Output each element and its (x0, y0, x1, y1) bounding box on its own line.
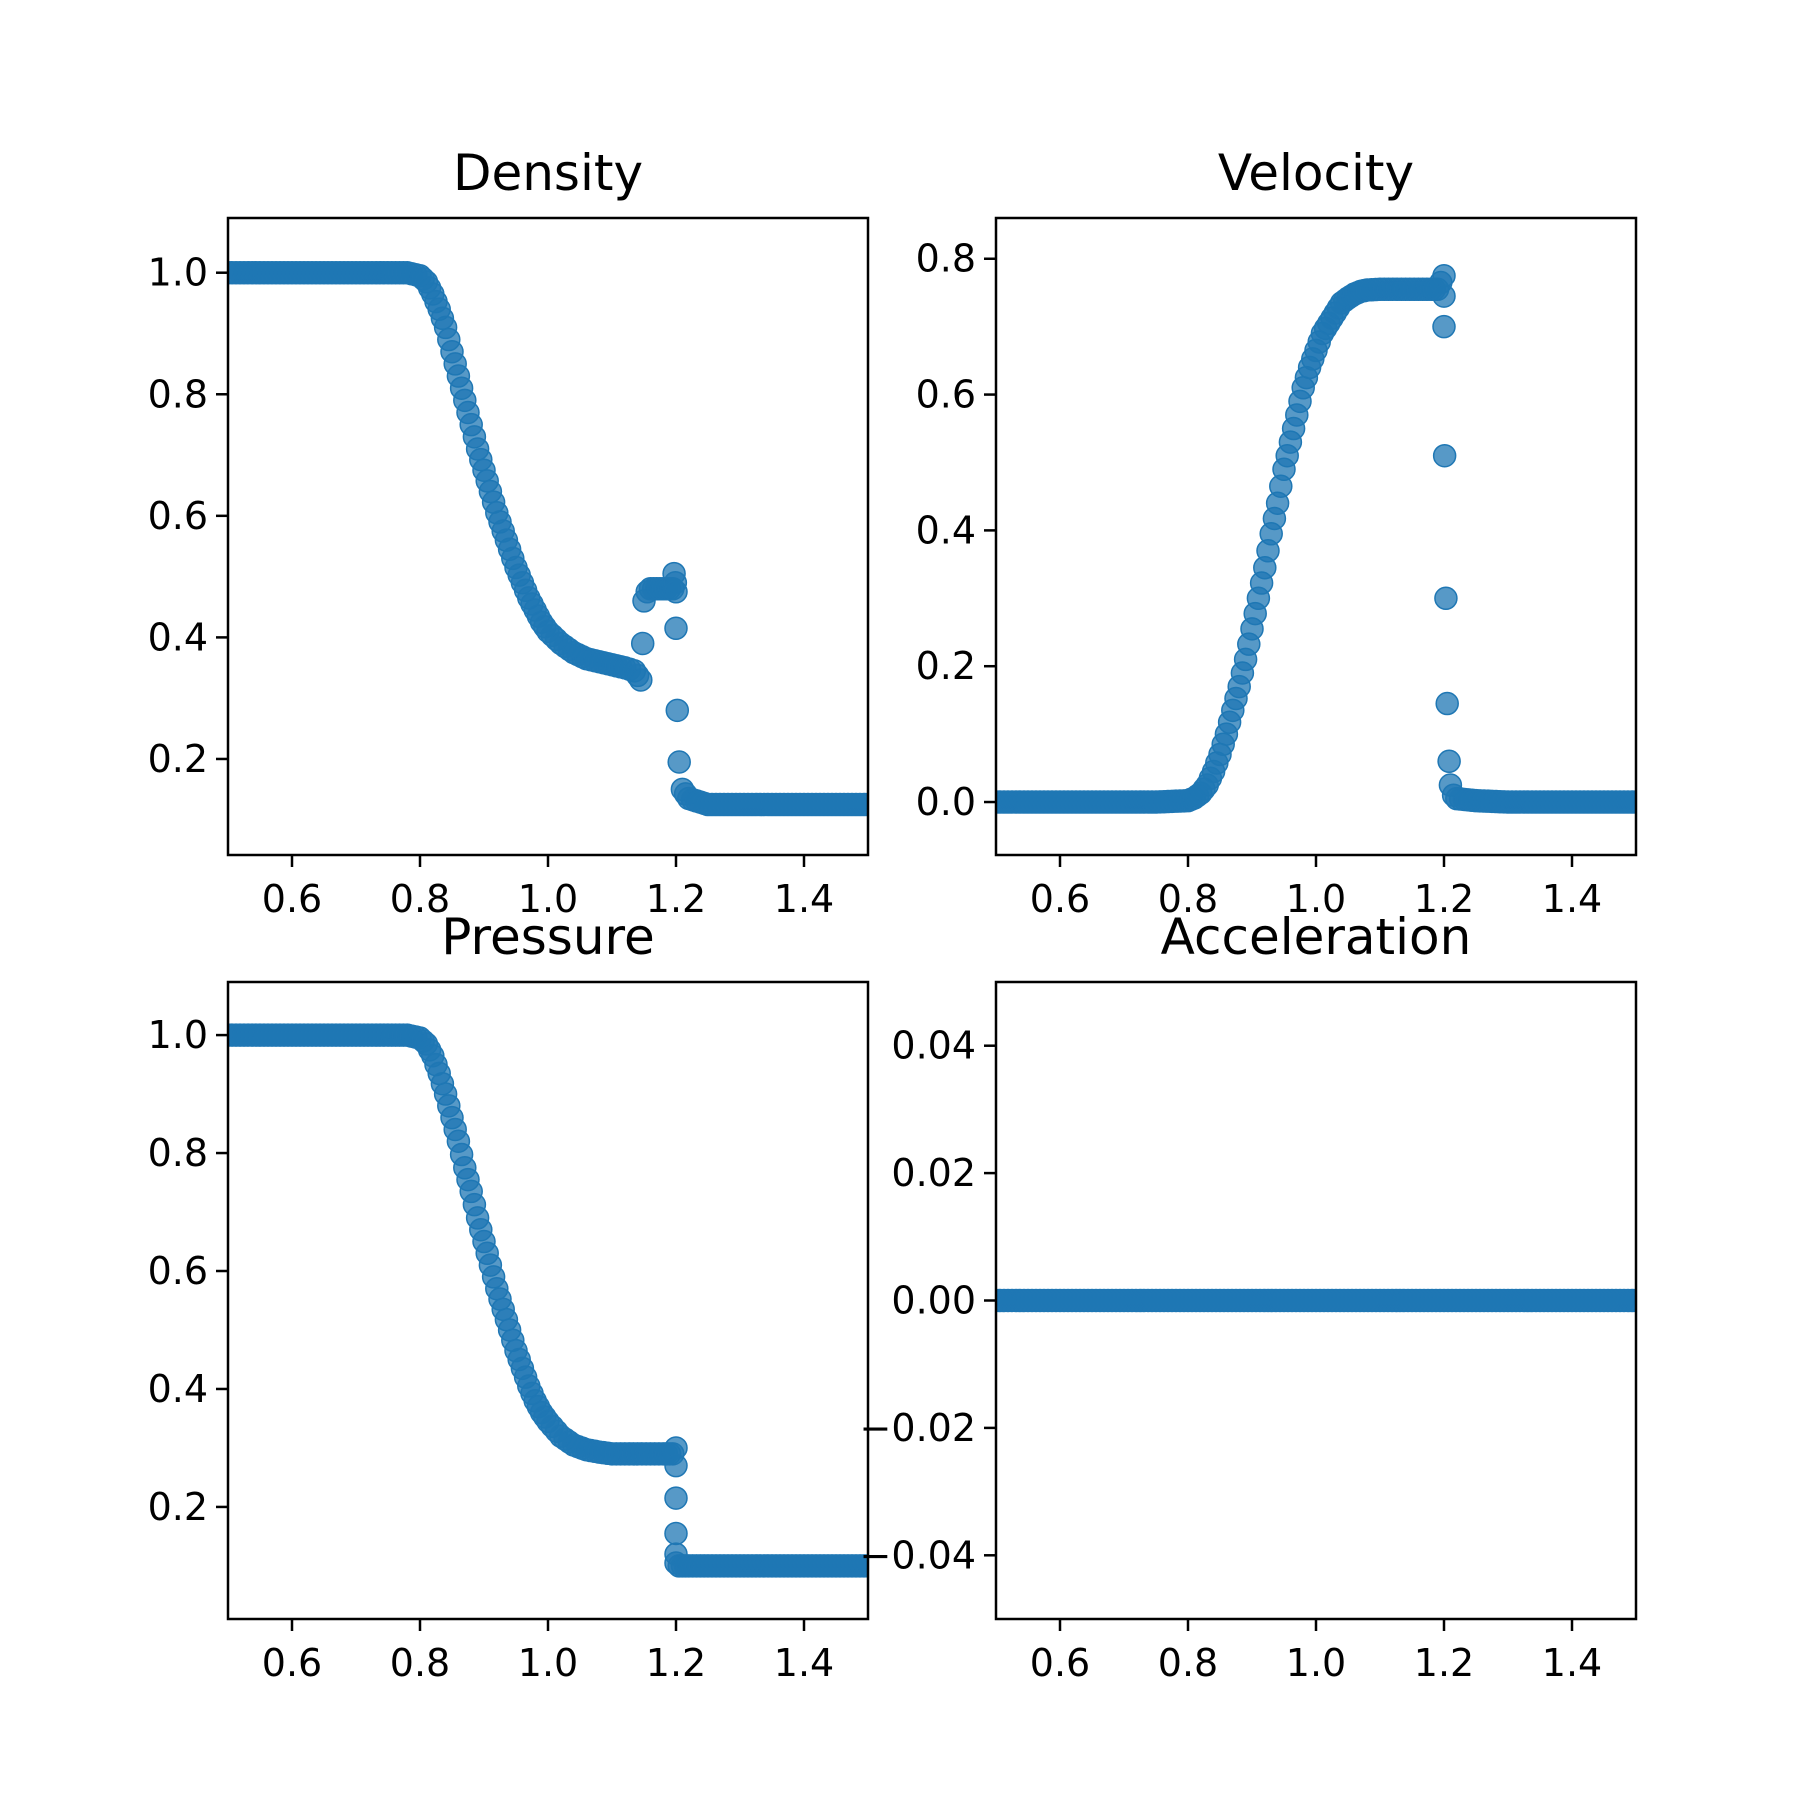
panel-title: Density (453, 144, 643, 202)
panel-acceleration: Acceleration 0.6 0.8 1.0 1.2 1.4 −0.04 −0.02 0… (860, 908, 1638, 1685)
x-tick-label: 1.2 (1414, 1641, 1474, 1685)
panel-title: Acceleration (1161, 908, 1472, 966)
data-point (1624, 790, 1636, 814)
x-tick-label: 1.2 (646, 877, 706, 921)
data-point (1432, 263, 1456, 288)
panel-title: Pressure (441, 908, 655, 966)
data-point (664, 616, 688, 641)
data-point (1435, 691, 1459, 716)
x-tick-label: 0.6 (1030, 877, 1090, 921)
data-point (630, 631, 655, 656)
scatter-points (996, 263, 1636, 814)
x-tick-label: 1.4 (774, 1641, 834, 1685)
data-point (1437, 749, 1461, 774)
x-axis: 0.6 0.8 1.0 1.2 1.4 (262, 1619, 834, 1685)
y-tick-label: 1.0 (148, 1013, 208, 1057)
y-axis: 0.2 0.4 0.6 0.8 1.0 (148, 251, 228, 781)
x-tick-label: 1.0 (1286, 877, 1346, 921)
x-tick-label: 1.0 (518, 877, 578, 921)
y-axis: −0.04 −0.02 0.00 0.02 0.04 (860, 1024, 996, 1577)
y-tick-label: 1.0 (148, 251, 208, 295)
x-tick-label: 0.8 (390, 877, 450, 921)
data-point (664, 1521, 688, 1546)
x-tick-label: 1.4 (1542, 1641, 1602, 1685)
data-point (1434, 586, 1458, 611)
y-tick-label: 0.00 (891, 1279, 976, 1323)
panel-density: Density 0.6 0.8 1.0 1.2 1.4 0.2 0.4 0.6 0.8 1.0 (148, 144, 870, 921)
y-tick-label: 0.8 (148, 1131, 208, 1175)
y-tick-label: 0.02 (891, 1151, 976, 1195)
data-point (664, 1453, 688, 1478)
y-tick-label: 0.6 (916, 373, 976, 417)
panel-title: Velocity (1218, 144, 1414, 202)
x-tick-label: 1.4 (774, 877, 834, 921)
x-tick-label: 0.8 (1158, 1641, 1218, 1685)
data-point (667, 750, 691, 774)
data-point (1624, 1288, 1636, 1313)
y-tick-label: 0.8 (148, 372, 208, 416)
data-point (856, 792, 868, 817)
panel-velocity: Velocity 0.6 0.8 1.0 1.2 1.4 0.0 0.2 0.4 0.6 0.8 (916, 144, 1638, 921)
x-tick-label: 1.0 (518, 1641, 578, 1685)
y-tick-label: 0.0 (916, 780, 976, 824)
scatter-points (228, 260, 868, 817)
y-tick-label: 0.2 (916, 644, 976, 688)
panel-pressure: Pressure 0.6 0.8 1.0 1.2 1.4 0.2 0.4 0.6 0.8 1.0 (148, 908, 870, 1685)
x-axis: 0.6 0.8 1.0 1.2 1.4 (1030, 855, 1602, 921)
data-point (629, 668, 653, 692)
data-point (1432, 443, 1457, 468)
y-tick-label: 0.6 (148, 1249, 208, 1293)
y-tick-label: 0.6 (148, 494, 208, 538)
y-tick-label: 0.04 (891, 1024, 976, 1068)
y-tick-label: −0.04 (860, 1533, 976, 1577)
y-tick-label: 0.4 (148, 615, 208, 659)
x-tick-label: 1.0 (1286, 1641, 1346, 1685)
x-tick-label: 1.4 (1542, 877, 1602, 921)
x-tick-label: 0.8 (390, 1641, 450, 1685)
data-point (1432, 284, 1456, 308)
x-axis: 0.6 0.8 1.0 1.2 1.4 (1030, 1619, 1602, 1685)
x-tick-label: 0.8 (1158, 877, 1218, 921)
scatter-points (228, 1023, 868, 1578)
y-tick-label: 0.2 (148, 737, 208, 781)
data-point (664, 580, 688, 604)
y-tick-label: −0.02 (860, 1406, 976, 1450)
y-tick-label: 0.4 (148, 1367, 208, 1411)
x-tick-label: 0.6 (262, 1641, 322, 1685)
y-tick-label: 0.8 (916, 237, 976, 281)
x-tick-label: 1.2 (646, 1641, 706, 1685)
x-tick-label: 1.2 (1414, 877, 1474, 921)
y-axis: 0.0 0.2 0.4 0.6 0.8 (916, 237, 996, 824)
data-point (856, 1554, 868, 1578)
y-tick-label: 0.2 (148, 1485, 208, 1529)
y-axis: 0.2 0.4 0.6 0.8 1.0 (148, 1013, 228, 1529)
x-axis: 0.6 0.8 1.0 1.2 1.4 (262, 855, 834, 921)
x-tick-label: 0.6 (262, 877, 322, 921)
data-point (664, 1486, 688, 1510)
scatter-points (996, 1288, 1636, 1313)
y-tick-label: 0.4 (916, 508, 976, 552)
data-point (1432, 314, 1456, 339)
data-point (665, 698, 690, 723)
x-tick-label: 0.6 (1030, 1641, 1090, 1685)
